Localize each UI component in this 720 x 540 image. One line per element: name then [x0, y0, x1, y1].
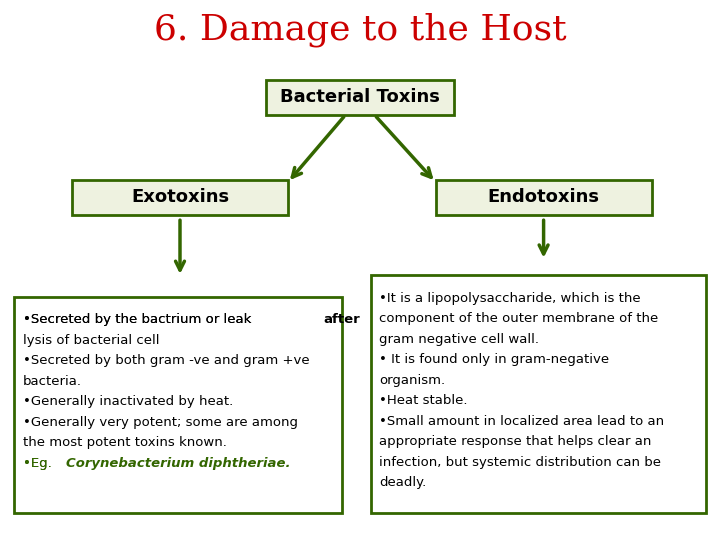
Text: • It is found only in gram-negative: • It is found only in gram-negative: [379, 353, 610, 366]
FancyBboxPatch shape: [436, 179, 652, 214]
Text: Endotoxins: Endotoxins: [487, 188, 600, 206]
Text: gram negative cell wall.: gram negative cell wall.: [379, 333, 539, 346]
FancyBboxPatch shape: [266, 79, 454, 115]
Text: Bacterial Toxins: Bacterial Toxins: [280, 88, 440, 106]
Text: •Secreted by the bactrium or leak: •Secreted by the bactrium or leak: [23, 313, 256, 326]
Text: 6. Damage to the Host: 6. Damage to the Host: [153, 12, 567, 47]
Text: •Secreted by both gram -ve and gram +ve: •Secreted by both gram -ve and gram +ve: [23, 354, 310, 367]
Text: Corynebacterium diphtheriae.: Corynebacterium diphtheriae.: [66, 457, 290, 470]
FancyBboxPatch shape: [371, 275, 706, 513]
Text: •Eg.: •Eg.: [23, 457, 56, 470]
Text: •Generally very potent; some are among: •Generally very potent; some are among: [23, 416, 298, 429]
FancyBboxPatch shape: [14, 297, 342, 513]
Text: Exotoxins: Exotoxins: [131, 188, 229, 206]
Text: appropriate response that helps clear an: appropriate response that helps clear an: [379, 435, 652, 448]
Text: •Heat stable.: •Heat stable.: [379, 394, 468, 407]
Text: the most potent toxins known.: the most potent toxins known.: [23, 436, 227, 449]
Text: •It is a lipopolysaccharide, which is the: •It is a lipopolysaccharide, which is th…: [379, 292, 641, 305]
Text: component of the outer membrane of the: component of the outer membrane of the: [379, 312, 659, 325]
Text: deadly.: deadly.: [379, 476, 427, 489]
Text: lysis of bacterial cell: lysis of bacterial cell: [23, 334, 160, 347]
Text: •Generally inactivated by heat.: •Generally inactivated by heat.: [23, 395, 233, 408]
Text: organism.: organism.: [379, 374, 446, 387]
Text: after: after: [323, 313, 360, 326]
Text: infection, but systemic distribution can be: infection, but systemic distribution can…: [379, 456, 662, 469]
Text: •Small amount in localized area lead to an: •Small amount in localized area lead to …: [379, 415, 665, 428]
FancyBboxPatch shape: [72, 179, 288, 214]
Text: •Secreted by the bactrium or leak: •Secreted by the bactrium or leak: [23, 313, 256, 326]
Text: bacteria.: bacteria.: [23, 375, 82, 388]
Text: •Eg.: •Eg.: [23, 457, 56, 470]
